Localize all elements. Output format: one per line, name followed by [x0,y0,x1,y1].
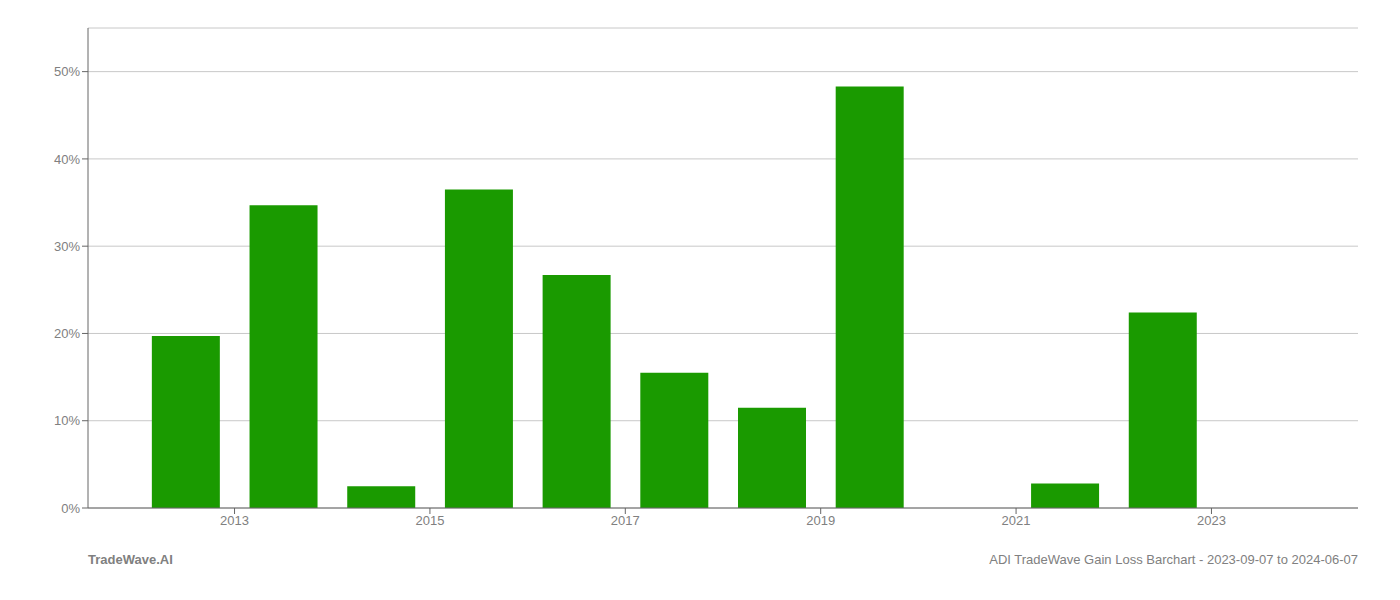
svg-text:10%: 10% [54,413,80,428]
svg-text:2021: 2021 [1002,513,1031,528]
svg-text:0%: 0% [61,501,80,516]
svg-text:2017: 2017 [611,513,640,528]
html-text:TradeWave.AI: TradeWave.AI [88,552,173,567]
svg-text:50%: 50% [54,64,80,79]
svg-text:40%: 40% [54,152,80,167]
svg-text:2015: 2015 [415,513,444,528]
svg-text:20%: 20% [54,326,80,341]
svg-text:2013: 2013 [220,513,249,528]
svg-text:2023: 2023 [1197,513,1226,528]
svg-text:30%: 30% [54,239,80,254]
svg-text:2019: 2019 [806,513,835,528]
html-text:ADI TradeWave Gain Loss Barcha: ADI TradeWave Gain Loss Barchart - 2023-… [989,552,1358,567]
